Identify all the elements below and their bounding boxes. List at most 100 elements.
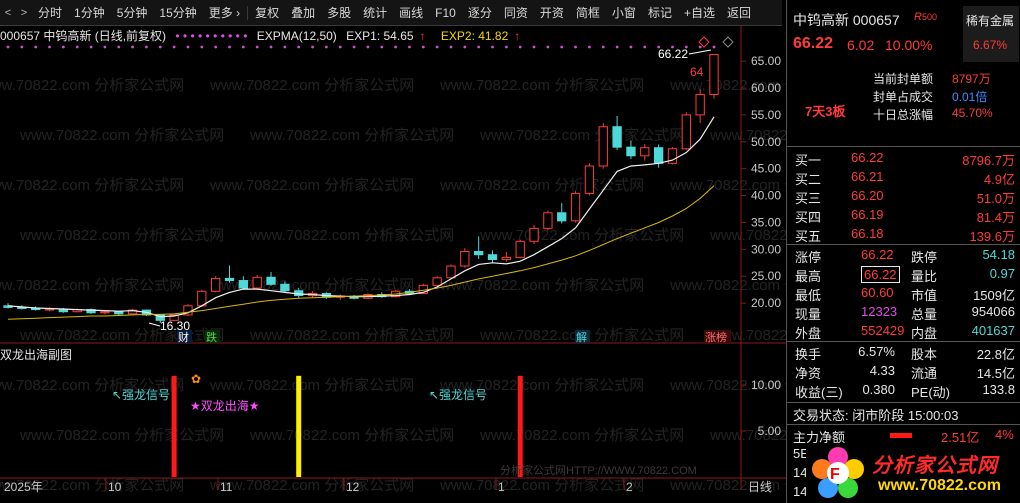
candle[interactable] (100, 311, 110, 314)
bid-volume[interactable]: 8796.7万 (962, 153, 1015, 168)
event-badge-zhangbang[interactable] (704, 330, 731, 343)
watermark-text: www.70822.com 分析家公式网 (439, 277, 644, 294)
signal-bar (517, 375, 523, 477)
signal-dot (145, 45, 148, 49)
candle[interactable] (501, 256, 512, 261)
signal-strong-1: ↖强龙信号 (112, 388, 170, 402)
tab-15min[interactable]: 15分钟 (159, 5, 197, 20)
candle[interactable] (114, 311, 124, 315)
signal-dot (131, 45, 134, 49)
candle[interactable] (474, 250, 484, 256)
toolbar: < > 分时 1分钟 5分钟 15分钟 更多 › 复权 叠加 多股 统计 画线 … (0, 0, 782, 26)
candle[interactable] (224, 277, 235, 282)
bid-volume[interactable]: 139.6万 (969, 229, 1015, 244)
stats-button[interactable]: 统计 (363, 5, 388, 20)
candle[interactable] (681, 114, 691, 150)
f10-button[interactable]: F10 (435, 5, 456, 20)
candle[interactable] (432, 277, 442, 286)
candle[interactable] (598, 126, 608, 167)
candle[interactable] (529, 227, 539, 242)
back-button[interactable]: 返回 (726, 5, 751, 20)
watermark-text: www.70822.com 分析家公式网 (249, 427, 454, 444)
bid-volume[interactable]: 4.9亿 (983, 172, 1015, 187)
candle[interactable] (169, 314, 179, 321)
candle[interactable] (557, 212, 567, 222)
limit-up-diamond-icon (698, 36, 710, 48)
ten-day-label: 十日总涨幅 (873, 108, 934, 122)
open-capital-button[interactable]: 开资 (539, 5, 564, 20)
candle[interactable] (460, 250, 470, 267)
price-tick-label: 50.00 (751, 135, 781, 149)
candle[interactable] (543, 212, 553, 229)
stat-value: 0.97 (989, 266, 1015, 281)
watermark-text: www.70822.com 分析家公式网 (209, 377, 414, 394)
candle[interactable] (446, 265, 456, 279)
ten-day-value: 45.70% (952, 106, 993, 120)
prev-arrow[interactable]: < (4, 6, 12, 19)
tab-5min[interactable]: 5分钟 (116, 5, 148, 20)
fuquan-button[interactable]: 复权 (255, 5, 280, 20)
candle[interactable] (280, 283, 290, 292)
signal-dot (657, 45, 661, 49)
signal-dot (684, 45, 688, 49)
signal-dot (324, 45, 328, 49)
bid-volume[interactable]: 81.4万 (976, 210, 1015, 225)
candle[interactable] (266, 276, 276, 285)
next-arrow[interactable]: > (20, 6, 28, 19)
seal-ratio-value: 0.01倍 (952, 90, 988, 104)
small-window-button[interactable]: 小窗 (611, 5, 636, 20)
flow-row-14b: 14 (787, 484, 1020, 503)
stat-label: 收益(三) (795, 385, 843, 400)
candle[interactable] (626, 146, 636, 157)
sector-name: 稀有金属 (966, 14, 1015, 28)
signal-dot (698, 45, 702, 49)
multi-stock-button[interactable]: 多股 (327, 5, 352, 20)
candle[interactable] (515, 240, 525, 258)
candle[interactable] (570, 192, 581, 222)
candle[interactable] (155, 314, 165, 321)
candle[interactable] (640, 147, 650, 157)
stat-value: 54.18 (982, 247, 1015, 262)
bid-volume[interactable]: 51.0万 (976, 191, 1015, 206)
candle[interactable] (709, 54, 719, 95)
candle[interactable] (653, 147, 664, 164)
kline-chart[interactable]: www.70822.com 分析家公式网 www.70822.com 分析家公式网… (0, 0, 786, 503)
stat-value: 954066 (971, 304, 1015, 319)
candle[interactable] (210, 277, 221, 292)
stat-label: 跌停 (911, 250, 938, 265)
low-pointer (148, 322, 161, 327)
event-badge-cai[interactable] (177, 330, 192, 343)
flow-row-5: 5E (787, 446, 1020, 466)
flower-logo-icon: F (812, 447, 864, 498)
signal-dot (89, 45, 93, 49)
exp2-readout: EXP2: 41.82 ↑ (441, 29, 526, 43)
signal-dot (601, 45, 605, 49)
quote-row: 买三 66.20 51.0万 (787, 188, 1020, 208)
event-badge-die[interactable] (205, 330, 220, 343)
event-badge-jie[interactable] (575, 330, 590, 343)
tab-intraday[interactable]: 分时 (38, 5, 63, 20)
tab-more[interactable]: 更多 › (208, 5, 241, 20)
stat-label: PE(动) (911, 385, 951, 400)
candle[interactable] (584, 165, 595, 194)
price-tick-label: 30.00 (751, 242, 781, 256)
overlay-button[interactable]: 叠加 (291, 5, 316, 20)
sector-tag[interactable]: 稀有金属 6.67% (963, 6, 1019, 62)
tab-1min[interactable]: 1分钟 (74, 5, 105, 20)
candle[interactable] (667, 148, 678, 164)
chart-header: 000657 中钨高新 (日线,前复权) • • • • • • • • • •… (0, 27, 740, 43)
mark-button[interactable]: 标记 (647, 5, 672, 20)
by-minute-button[interactable]: 逐分 (467, 5, 492, 20)
simple-frame-button[interactable]: 简框 (575, 5, 600, 20)
candle[interactable] (487, 254, 498, 261)
candle[interactable] (252, 276, 262, 289)
signal-dot (186, 45, 190, 49)
same-capital-button[interactable]: 同资 (503, 5, 528, 20)
candle[interactable] (695, 93, 705, 116)
signal-dot (588, 45, 591, 49)
candle[interactable] (238, 280, 248, 289)
candle[interactable] (612, 126, 622, 148)
draw-line-button[interactable]: 画线 (399, 5, 424, 20)
add-watchlist-button[interactable]: +自选 (683, 5, 715, 20)
seal-amount-value: 8797万 (952, 72, 991, 86)
